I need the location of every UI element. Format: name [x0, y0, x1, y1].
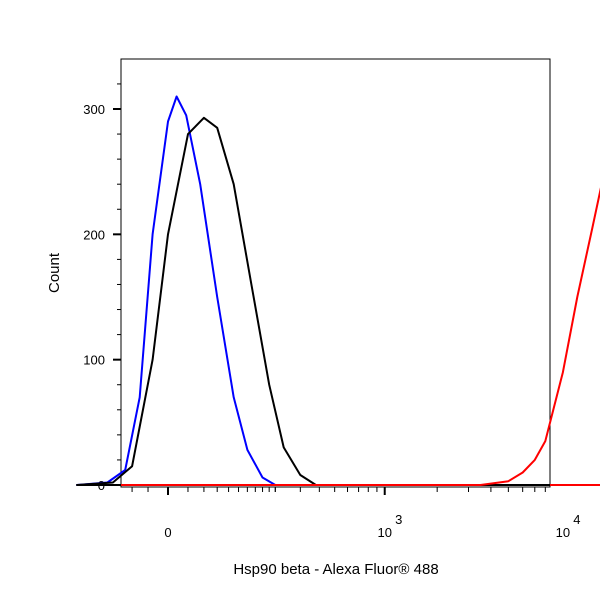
plot-frame [120, 58, 551, 488]
y-tick-label: 200 [83, 227, 105, 242]
series-line-1 [76, 95, 550, 486]
series-line-3 [121, 187, 600, 486]
x-tick-label: 0 [164, 525, 171, 540]
y-axis-title: Count [46, 252, 63, 293]
x-tick-exponent: 3 [395, 512, 402, 527]
series-layer [76, 95, 600, 486]
y-tick-label: 300 [83, 102, 105, 117]
x-tick-label: 10 [556, 525, 570, 540]
x-tick-label: 10 [377, 525, 391, 540]
series-line-2 [76, 116, 550, 486]
y-tick-label: 100 [83, 353, 105, 368]
x-axis: 0103104105 [131, 487, 581, 540]
x-axis-title: Hsp90 beta - Alexa Fluor® 488 [233, 561, 438, 578]
x-tick-exponent: 4 [573, 512, 580, 527]
